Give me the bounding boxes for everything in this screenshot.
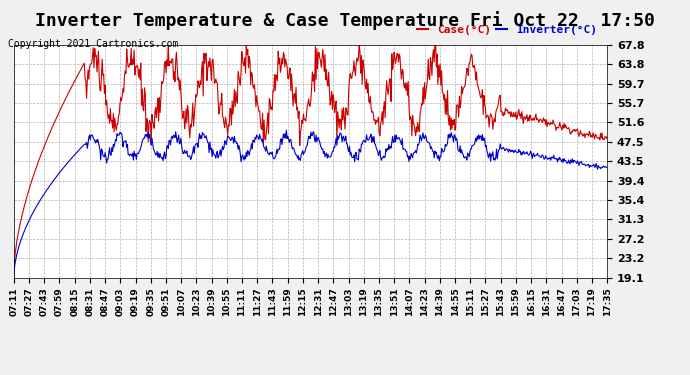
Legend: Case(°C), Inverter(°C): Case(°C), Inverter(°C) [412, 20, 602, 39]
Text: Copyright 2021 Cartronics.com: Copyright 2021 Cartronics.com [8, 39, 179, 50]
Text: Inverter Temperature & Case Temperature Fri Oct 22  17:50: Inverter Temperature & Case Temperature … [35, 11, 655, 30]
